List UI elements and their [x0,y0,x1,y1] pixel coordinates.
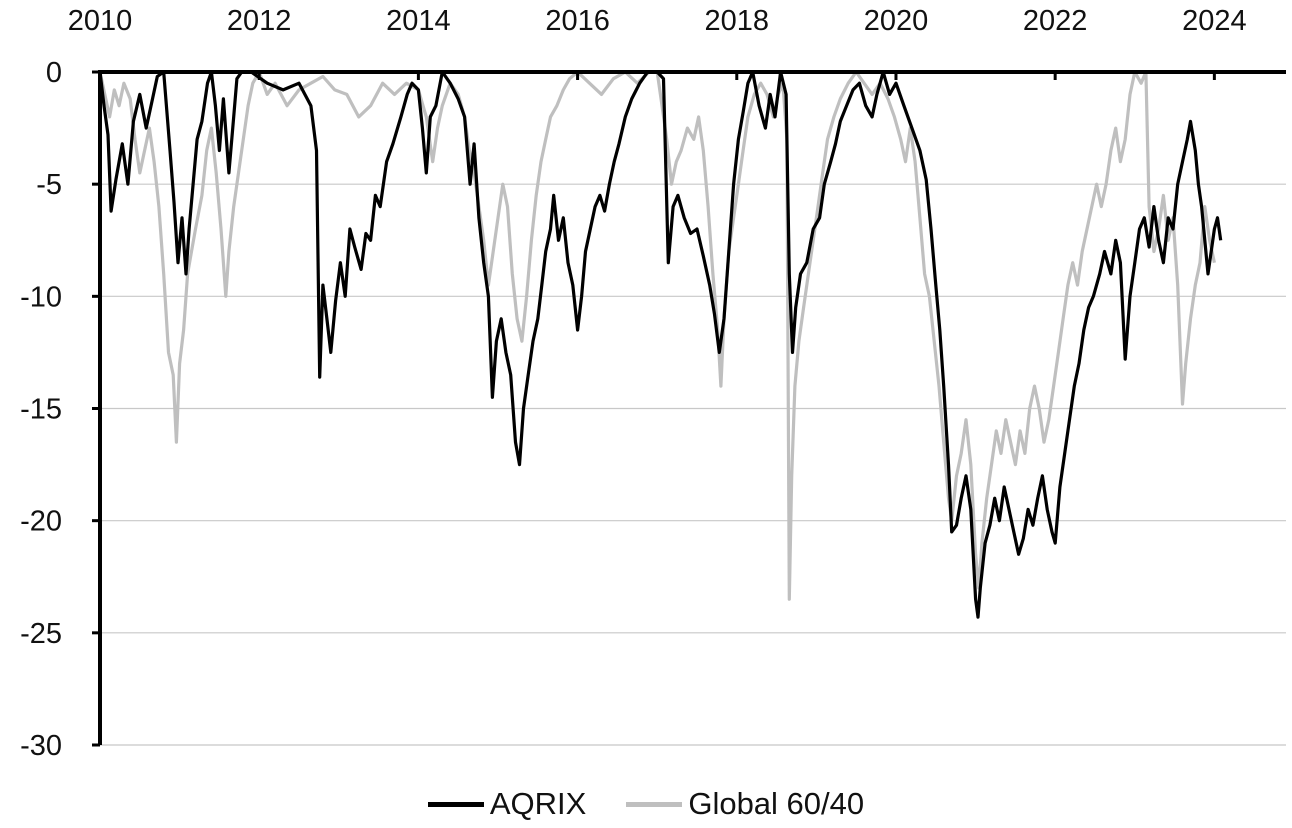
axes [92,70,1286,747]
y-tick-label: -20 [20,506,62,538]
x-tick-label: 2022 [1023,5,1088,37]
y-tick-label: -25 [20,618,62,650]
legend-label-global-60-40: Global 60/40 [688,786,865,821]
y-tick-labels: 0 -5 -10 -15 -20 -25 -30 [20,57,62,762]
legend-swatch-aqrix [427,801,484,807]
legend-label-aqrix: AQRIX [489,786,587,821]
legend: AQRIX Global 60/40 [0,780,1292,828]
series-line-aqrix [98,70,1223,619]
x-tick-label: 2012 [227,5,292,37]
gridlines [100,183,1286,746]
y-tick-label: -15 [20,394,62,426]
legend-item-aqrix: AQRIX [427,786,587,822]
x-tick-labels: 2010 2012 2014 2016 2018 2020 2022 2024 [68,5,1247,37]
y-tick-label: -5 [36,169,62,201]
series-layer [98,70,1223,619]
drawdown-chart: 2010 2012 2014 2016 2018 2020 2022 2024 0 -5 -10 -… [20,5,1286,762]
y-tick-label: 0 [46,57,62,89]
x-tick-label: 2018 [705,5,770,37]
legend-swatch-global-60-40 [626,801,683,807]
legend-item-global-60-40: Global 60/40 [626,786,864,822]
y-tick-label: -10 [20,281,62,313]
y-tick-label: -30 [20,730,62,762]
x-tick-label: 2020 [864,5,929,37]
x-tick-label: 2014 [386,5,451,37]
x-tick-label: 2010 [68,5,133,37]
x-tick-label: 2016 [545,5,610,37]
x-tick-label: 2024 [1182,5,1247,37]
